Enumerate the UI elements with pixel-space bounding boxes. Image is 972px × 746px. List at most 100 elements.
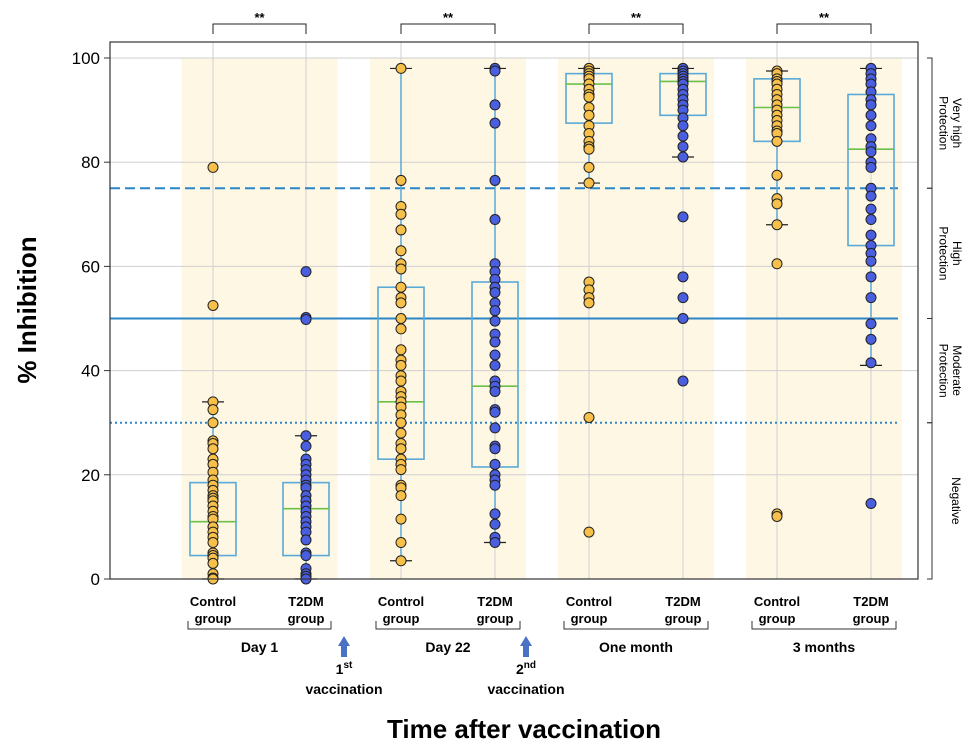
- data-point: [583, 109, 595, 121]
- data-point: [489, 458, 501, 470]
- data-point: [771, 219, 783, 231]
- data-point: [677, 141, 689, 153]
- group-label: group: [665, 611, 702, 626]
- data-point: [677, 271, 689, 283]
- data-point: [489, 518, 501, 530]
- vaccination-ordinal: 1st: [336, 660, 353, 677]
- timepoint-bracket: [375, 621, 521, 630]
- significance-label: **: [254, 10, 265, 25]
- data-point: [395, 555, 407, 567]
- data-point: [300, 266, 312, 278]
- significance-label: **: [631, 10, 642, 25]
- significance-bracket: [588, 23, 684, 34]
- data-point: [865, 497, 877, 509]
- data-point: [300, 440, 312, 452]
- group-label: group: [571, 611, 608, 626]
- y-tick-label: 80: [81, 153, 100, 172]
- data-point: [583, 143, 595, 155]
- vaccination-arrow-icon: [520, 636, 532, 646]
- data-point: [207, 417, 219, 429]
- data-point: [865, 120, 877, 132]
- timepoint-label: One month: [599, 639, 673, 655]
- data-point: [489, 537, 501, 549]
- significance-bracket: [212, 23, 307, 34]
- data-point: [865, 271, 877, 283]
- data-point: [207, 537, 219, 549]
- timepoint-bracket: [563, 621, 709, 630]
- x-axis-title: Time after vaccination: [387, 714, 661, 744]
- y-tick-label: 20: [81, 466, 100, 485]
- vaccination-label: vaccination: [487, 681, 564, 697]
- data-point: [395, 427, 407, 439]
- data-point: [583, 526, 595, 538]
- data-point: [677, 375, 689, 387]
- data-point: [395, 464, 407, 476]
- data-point: [771, 169, 783, 181]
- data-point: [865, 214, 877, 226]
- data-point: [395, 313, 407, 324]
- data-point: [395, 62, 407, 74]
- significance-label: **: [443, 10, 454, 25]
- data-point: [583, 161, 595, 173]
- data-point: [395, 323, 407, 335]
- data-point: [207, 557, 219, 569]
- data-point: [865, 203, 877, 215]
- data-point: [583, 297, 595, 309]
- group-label: T2DM: [853, 594, 888, 609]
- y-tick-label: 100: [72, 49, 100, 68]
- data-point: [865, 292, 877, 304]
- data-point: [865, 357, 877, 369]
- timepoint-label: Day 1: [241, 639, 279, 655]
- data-point: [489, 65, 501, 77]
- data-point: [583, 411, 595, 423]
- vaccination-arrow-icon: [341, 646, 347, 657]
- vaccination-ordinal: 2nd: [516, 660, 536, 677]
- data-point: [489, 99, 501, 111]
- significance-bracket: [400, 23, 496, 34]
- data-point: [489, 214, 501, 226]
- group-label: Control: [754, 594, 800, 609]
- data-point: [489, 406, 501, 418]
- data-point: [395, 513, 407, 525]
- data-point: [865, 318, 877, 330]
- data-point: [489, 349, 501, 361]
- timepoint-bracket: [751, 621, 897, 630]
- plot-frame: [109, 41, 919, 580]
- data-point: [300, 534, 312, 546]
- data-point: [489, 479, 501, 491]
- timepoint-bracket: [187, 621, 332, 630]
- data-point: [207, 404, 219, 416]
- data-point: [677, 120, 689, 132]
- group-label: T2DM: [477, 594, 512, 609]
- data-point: [300, 430, 312, 442]
- data-point: [395, 490, 407, 502]
- significance-label: **: [819, 10, 830, 25]
- data-point: [395, 263, 407, 275]
- data-point: [677, 292, 689, 304]
- vaccination-arrow-icon: [523, 646, 529, 657]
- data-point: [489, 315, 501, 327]
- data-point: [395, 224, 407, 236]
- data-point: [677, 151, 689, 163]
- y-axis-title: % Inhibition: [12, 236, 42, 383]
- data-point: [489, 117, 501, 129]
- data-point: [489, 443, 501, 455]
- timepoint-label: 3 months: [793, 639, 855, 655]
- data-point: [583, 91, 595, 103]
- data-point: [489, 385, 501, 397]
- data-point: [207, 443, 219, 455]
- data-point: [395, 359, 407, 371]
- y-tick-label: 60: [81, 257, 100, 276]
- y-tick-label: 0: [91, 570, 100, 589]
- data-point: [395, 208, 407, 220]
- y-tick-label: 40: [81, 362, 100, 381]
- data-point: [395, 537, 407, 549]
- protection-band-label: Negative: [949, 477, 963, 525]
- data-point: [207, 299, 219, 311]
- data-point: [300, 550, 312, 562]
- protection-band-label: HighProtection: [936, 226, 964, 280]
- protection-band-label: Very highProtection: [936, 96, 964, 150]
- data-point: [489, 286, 501, 298]
- data-point: [865, 99, 877, 111]
- data-point: [489, 305, 501, 317]
